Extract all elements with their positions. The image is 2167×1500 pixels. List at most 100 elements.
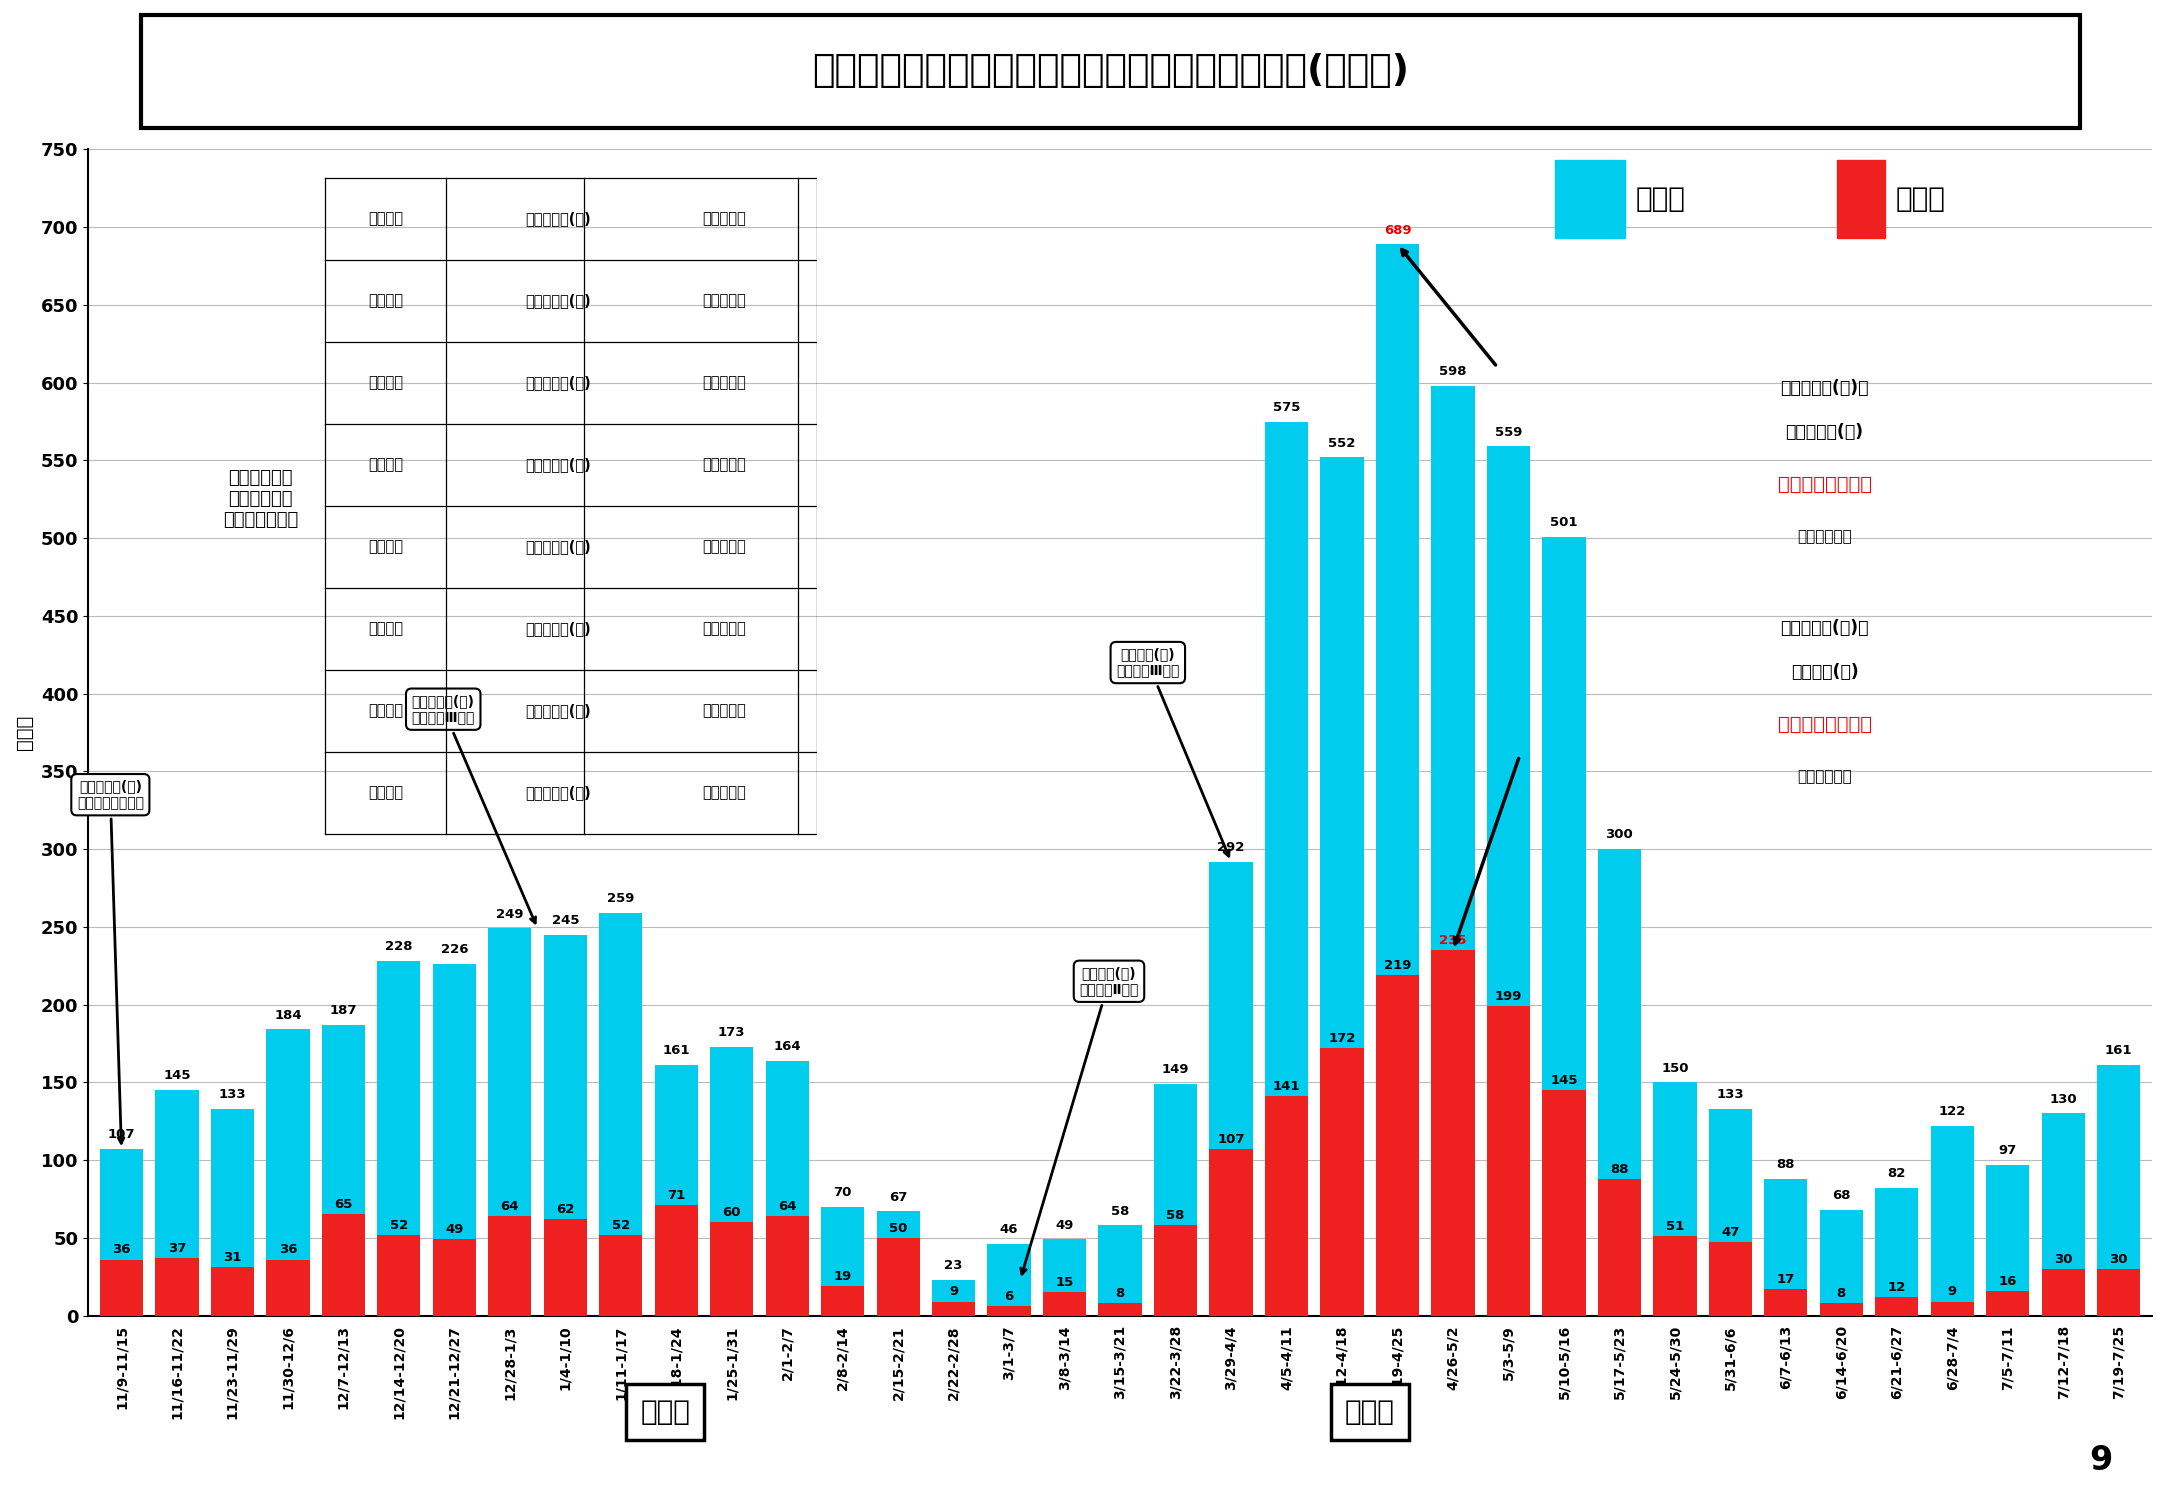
Text: 9: 9	[949, 1286, 958, 1299]
Text: ５０人目: ５０人目	[368, 704, 403, 718]
Bar	[377, 962, 420, 1316]
Text: ８０代女性: ８０代女性	[702, 294, 745, 309]
Text: 67: 67	[888, 1191, 908, 1203]
Bar	[1597, 849, 1640, 1316]
Bar	[544, 934, 587, 1316]
Bar	[598, 914, 641, 1316]
Text: 23: 23	[945, 1258, 962, 1272]
Y-axis label: （人）: （人）	[15, 716, 35, 750]
Text: 49: 49	[1055, 1218, 1075, 1231]
Text: 249: 249	[496, 908, 524, 921]
Text: 奈良県及び奈良市における新規陽性者数等の推移(週単位): 奈良県及び奈良市における新規陽性者数等の推移(週単位)	[813, 54, 1409, 90]
Bar	[821, 1286, 865, 1316]
Text: ６月２０日(日): ６月２０日(日)	[524, 538, 592, 554]
Text: 598: 598	[1439, 364, 1467, 378]
Text: 88: 88	[1777, 1158, 1794, 1172]
Text: 16: 16	[1998, 1275, 2017, 1287]
Bar	[1153, 1226, 1196, 1316]
Text: 30: 30	[2108, 1252, 2128, 1266]
Bar	[1764, 1288, 1807, 1316]
Text: 107: 107	[1218, 1132, 1244, 1146]
Text: 49: 49	[444, 1222, 464, 1236]
Bar	[1320, 458, 1363, 1316]
Text: ４６人目: ４６人目	[368, 375, 403, 390]
Text: 64: 64	[501, 1200, 520, 1214]
Text: 62: 62	[557, 1203, 574, 1216]
Text: 70: 70	[834, 1186, 852, 1198]
Bar	[1266, 422, 1309, 1316]
Text: 52: 52	[611, 1218, 631, 1231]
Text: 133: 133	[1716, 1088, 1744, 1101]
Text: 150: 150	[1662, 1062, 1688, 1074]
Bar	[1266, 1096, 1309, 1316]
Text: 199: 199	[1495, 990, 1521, 1004]
Bar	[488, 1216, 531, 1316]
Text: 228: 228	[386, 940, 412, 954]
Text: ６月１７日(木): ６月１７日(木)	[524, 375, 592, 390]
Bar	[433, 1239, 477, 1316]
Bar	[2098, 1065, 2141, 1316]
Text: 161: 161	[663, 1044, 689, 1058]
Text: 130: 130	[2050, 1092, 2076, 1106]
Text: 60: 60	[722, 1206, 741, 1219]
Bar	[1099, 1226, 1142, 1316]
Text: 36: 36	[280, 1244, 297, 1257]
Bar	[1432, 950, 1474, 1316]
Text: 51: 51	[1666, 1220, 1684, 1233]
Bar	[1042, 1292, 1086, 1316]
Bar	[1543, 1090, 1586, 1316]
Bar	[544, 1220, 587, 1316]
Bar	[433, 964, 477, 1316]
Text: 52: 52	[390, 1218, 407, 1231]
Text: 15: 15	[1055, 1276, 1073, 1288]
Text: 501: 501	[1549, 516, 1578, 530]
Text: 68: 68	[1831, 1190, 1851, 1202]
Text: （過去最多）: （過去最多）	[1796, 530, 1853, 544]
Bar	[267, 1029, 310, 1316]
Bar	[1931, 1126, 1974, 1316]
Bar	[1099, 1304, 1142, 1316]
Text: 122: 122	[1939, 1106, 1965, 1118]
Text: 559: 559	[1495, 426, 1521, 438]
Text: 65: 65	[334, 1198, 353, 1212]
Text: 149: 149	[1162, 1064, 1190, 1076]
Text: ４７人目: ４７人目	[368, 458, 403, 472]
Text: 161: 161	[2104, 1044, 2132, 1058]
Text: 31: 31	[223, 1251, 241, 1264]
Text: 9: 9	[2089, 1444, 2113, 1478]
Bar	[875, 1238, 919, 1316]
Bar	[654, 1204, 698, 1316]
Text: 9: 9	[1948, 1286, 1957, 1299]
Bar	[2041, 1269, 2085, 1316]
FancyBboxPatch shape	[141, 15, 2080, 128]
Bar	[377, 1234, 420, 1316]
Bar	[1987, 1290, 2028, 1316]
Bar	[210, 1268, 254, 1316]
Bar	[1835, 160, 1885, 237]
Bar	[1153, 1084, 1196, 1316]
Bar	[1487, 1007, 1530, 1316]
Bar	[156, 1258, 199, 1316]
Text: 奈良市: 奈良市	[1896, 184, 1946, 213]
Bar	[988, 1306, 1031, 1316]
Text: 奈良県：６８９人: 奈良県：６８９人	[1777, 474, 1872, 494]
Bar	[1543, 537, 1586, 1316]
Text: 97: 97	[1998, 1144, 2017, 1156]
Text: ３月２日(火)
ステージⅡ移行: ３月２日(火) ステージⅡ移行	[1021, 966, 1138, 1274]
Text: 47: 47	[1721, 1227, 1740, 1239]
Text: 689: 689	[1385, 224, 1411, 237]
Text: 226: 226	[440, 944, 468, 957]
Text: 173: 173	[717, 1026, 745, 1039]
Text: ７０代男性: ７０代男性	[702, 538, 745, 554]
Text: 50: 50	[888, 1221, 908, 1234]
Bar	[1320, 1048, 1363, 1316]
Bar	[1209, 1149, 1253, 1316]
Bar	[1376, 244, 1419, 1316]
Bar	[321, 1215, 364, 1316]
Bar	[1820, 1304, 1864, 1316]
Text: ６月　２日(水): ６月 ２日(水)	[524, 211, 592, 226]
Text: 141: 141	[1272, 1080, 1300, 1094]
Text: （過去最多）: （過去最多）	[1796, 770, 1853, 784]
Bar	[267, 1260, 310, 1316]
Text: 71: 71	[667, 1190, 685, 1202]
